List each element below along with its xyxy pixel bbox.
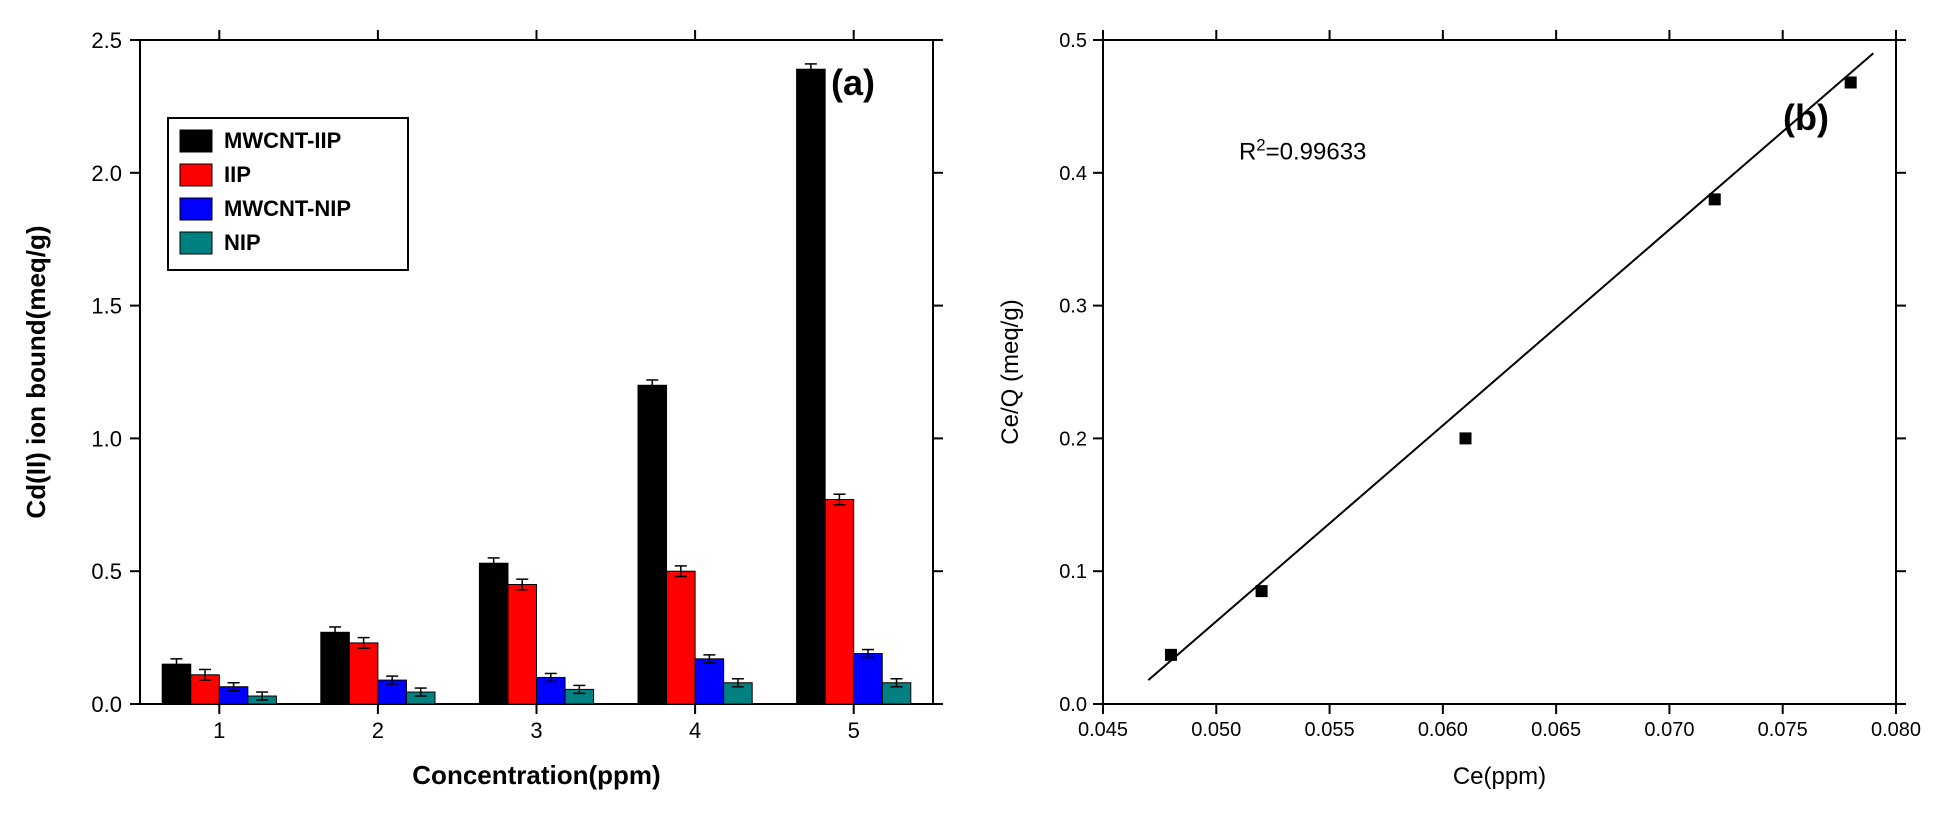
svg-text:1.0: 1.0 xyxy=(91,426,122,451)
data-point xyxy=(1256,585,1268,597)
figure-container: 0.0 0.5 1.0 1.5 2.0 2.5 1 2 3 4 5 Concentration(ppm… xyxy=(0,0,1946,824)
scatter-chart-svg: 0.045 0.050 0.055 0.060 0.065 0.070 0.075 0.080… xyxy=(973,0,1946,824)
svg-text:1: 1 xyxy=(213,718,225,743)
legend-swatch xyxy=(180,198,212,220)
x-axis-label: Ce(ppm) xyxy=(1453,763,1546,790)
bar xyxy=(854,654,883,704)
panel-label: (a) xyxy=(831,62,875,103)
data-point xyxy=(1460,432,1472,444)
svg-text:0.2: 0.2 xyxy=(1059,428,1087,450)
legend-label: IIP xyxy=(224,162,251,187)
svg-text:0.0: 0.0 xyxy=(91,692,122,717)
bar xyxy=(825,499,854,704)
svg-text:2: 2 xyxy=(372,718,384,743)
bar xyxy=(638,385,667,704)
svg-text:0.065: 0.065 xyxy=(1531,719,1581,741)
svg-text:1.5: 1.5 xyxy=(91,294,122,319)
svg-text:0.075: 0.075 xyxy=(1758,719,1808,741)
legend-swatch xyxy=(180,164,212,186)
r2-annotation: R2=0.99633 xyxy=(1239,135,1366,166)
svg-text:0.5: 0.5 xyxy=(1059,30,1087,52)
panel-label: (b) xyxy=(1783,97,1829,138)
svg-text:4: 4 xyxy=(689,718,701,743)
x-axis-label: Concentration(ppm) xyxy=(412,760,660,790)
legend-label: NIP xyxy=(224,230,261,255)
bar xyxy=(508,584,537,704)
svg-text:3: 3 xyxy=(530,718,542,743)
legend-swatch xyxy=(180,232,212,254)
data-point xyxy=(1165,649,1177,661)
bar xyxy=(695,659,724,704)
svg-text:0.070: 0.070 xyxy=(1644,719,1694,741)
legend-label: MWCNT-IIP xyxy=(224,128,341,153)
svg-text:2.5: 2.5 xyxy=(91,28,122,53)
data-point xyxy=(1709,193,1721,205)
svg-text:0.5: 0.5 xyxy=(91,559,122,584)
svg-text:2.0: 2.0 xyxy=(91,161,122,186)
y-axis-label: Ce/Q (meq/g) xyxy=(997,299,1024,444)
bar-chart-svg: 0.0 0.5 1.0 1.5 2.0 2.5 1 2 3 4 5 Concentration(ppm… xyxy=(0,0,973,824)
svg-text:0.055: 0.055 xyxy=(1305,719,1355,741)
data-point xyxy=(1845,76,1857,88)
svg-text:5: 5 xyxy=(848,718,860,743)
bar xyxy=(479,563,508,704)
bar xyxy=(667,571,696,704)
svg-text:0.080: 0.080 xyxy=(1871,719,1921,741)
svg-text:0.0: 0.0 xyxy=(1059,694,1087,716)
svg-text:0.050: 0.050 xyxy=(1191,719,1241,741)
svg-text:0.4: 0.4 xyxy=(1059,163,1087,185)
y-axis-label: Cd(II) ion bound(meq/g) xyxy=(21,225,51,518)
bar xyxy=(321,632,350,704)
legend-label: MWCNT-NIP xyxy=(224,196,351,221)
bar xyxy=(797,69,826,704)
svg-text:0.045: 0.045 xyxy=(1078,719,1128,741)
svg-text:0.1: 0.1 xyxy=(1059,561,1087,583)
panel-a: 0.0 0.5 1.0 1.5 2.0 2.5 1 2 3 4 5 Concentration(ppm… xyxy=(0,0,973,824)
svg-text:0.3: 0.3 xyxy=(1059,296,1087,318)
bar xyxy=(349,643,378,704)
panel-b: 0.045 0.050 0.055 0.060 0.065 0.070 0.075 0.080… xyxy=(973,0,1946,824)
svg-text:0.060: 0.060 xyxy=(1418,719,1468,741)
legend-swatch xyxy=(180,130,212,152)
